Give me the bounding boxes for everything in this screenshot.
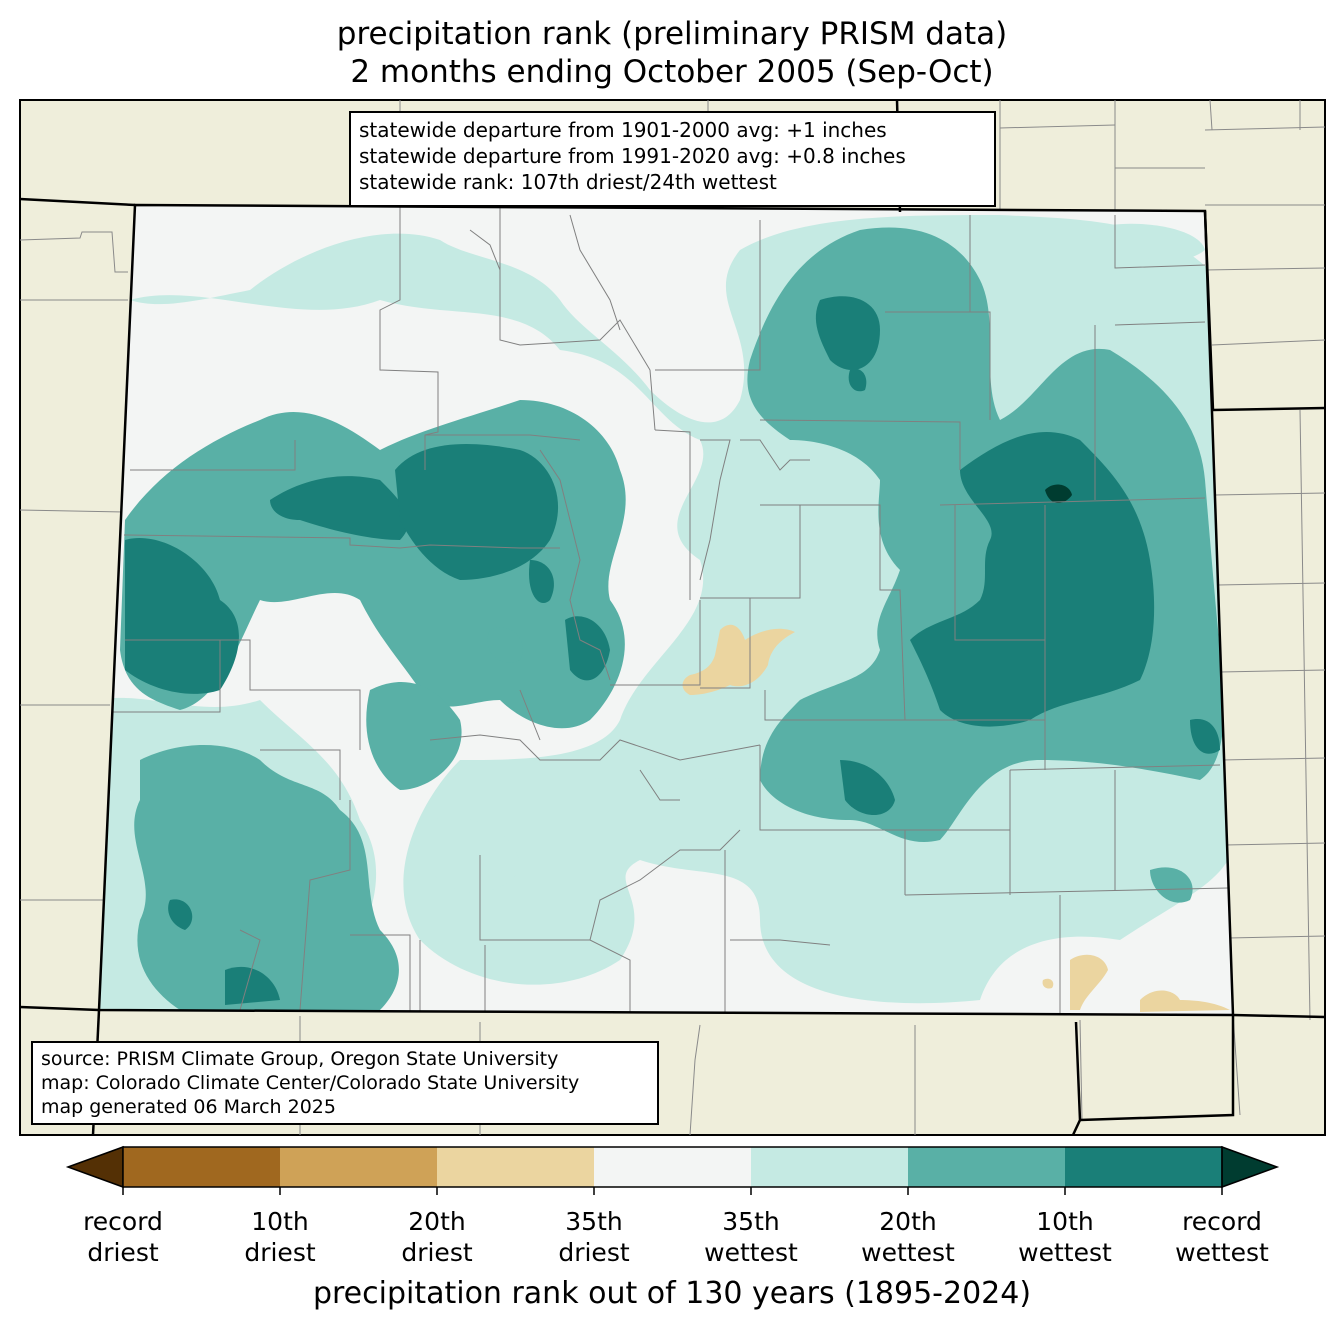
colorbar-tick-label: 20th driest [401, 1207, 473, 1267]
colorbar-segment-4 [594, 1147, 751, 1187]
colorbar-segment-2 [280, 1147, 437, 1187]
source-line-3: map generated 06 March 2025 [41, 1096, 336, 1118]
map-subtitle: 2 months ending October 2005 (Sep-Oct) [350, 54, 994, 90]
stats-line-1: statewide departure from 1901-2000 avg: … [359, 118, 887, 142]
colorbar-segment-1 [123, 1147, 280, 1187]
colorbar [65, 1145, 1280, 1195]
stats-line-2: statewide departure from 1991-2020 avg: … [359, 144, 906, 168]
source-box: source: PRISM Climate Group, Oregon Stat… [31, 1041, 659, 1125]
colorbar-tick-label: 35th driest [558, 1207, 630, 1267]
source-line-2: map: Colorado Climate Center/Colorado St… [41, 1072, 580, 1094]
colorbar-tick-label: record wettest [1175, 1207, 1269, 1267]
colorbar-segment-6 [908, 1147, 1065, 1187]
colorbar-segment-5 [751, 1147, 908, 1187]
colorbar-tick-label: 10th wettest [1018, 1207, 1112, 1267]
colorado-rank-field [99, 205, 1233, 1015]
colorbar-segment-7 [1065, 1147, 1222, 1187]
source-line-1: source: PRISM Climate Group, Oregon Stat… [41, 1048, 559, 1070]
map-title: precipitation rank (preliminary PRISM da… [336, 16, 1008, 52]
colorbar-label: precipitation rank out of 130 years (189… [312, 1276, 1032, 1311]
colorbar-tick-label: 10th driest [244, 1207, 316, 1267]
colorbar-tick-label: record driest [83, 1207, 163, 1267]
colorbar-extend-dry [65, 1145, 124, 1189]
statewide-stats-box: statewide departure from 1901-2000 avg: … [349, 111, 996, 207]
colorbar-segment-3 [437, 1147, 594, 1187]
colorbar-tick-label: 35th wettest [704, 1207, 798, 1267]
county-lines [110, 205, 1229, 1015]
colorbar-extend-wet [1221, 1145, 1280, 1189]
colorbar-tick-label: 20th wettest [861, 1207, 955, 1267]
stats-line-3: statewide rank: 107th driest/24th wettes… [359, 170, 777, 194]
